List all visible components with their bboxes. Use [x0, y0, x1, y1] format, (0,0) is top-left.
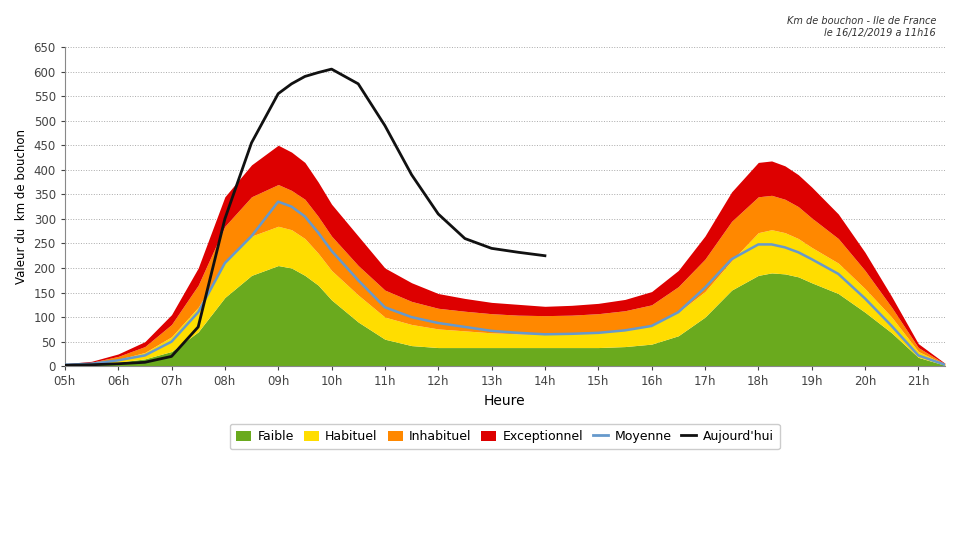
X-axis label: Heure: Heure — [484, 394, 526, 408]
Legend: Faible, Habituel, Inhabituel, Exceptionnel, Moyenne, Aujourd'hui: Faible, Habituel, Inhabituel, Exceptionn… — [229, 424, 780, 449]
Text: Km de bouchon - Ile de France
le 16/12/2019 a 11h16: Km de bouchon - Ile de France le 16/12/2… — [786, 16, 936, 38]
Y-axis label: Valeur du  km de bouchon: Valeur du km de bouchon — [15, 129, 28, 284]
